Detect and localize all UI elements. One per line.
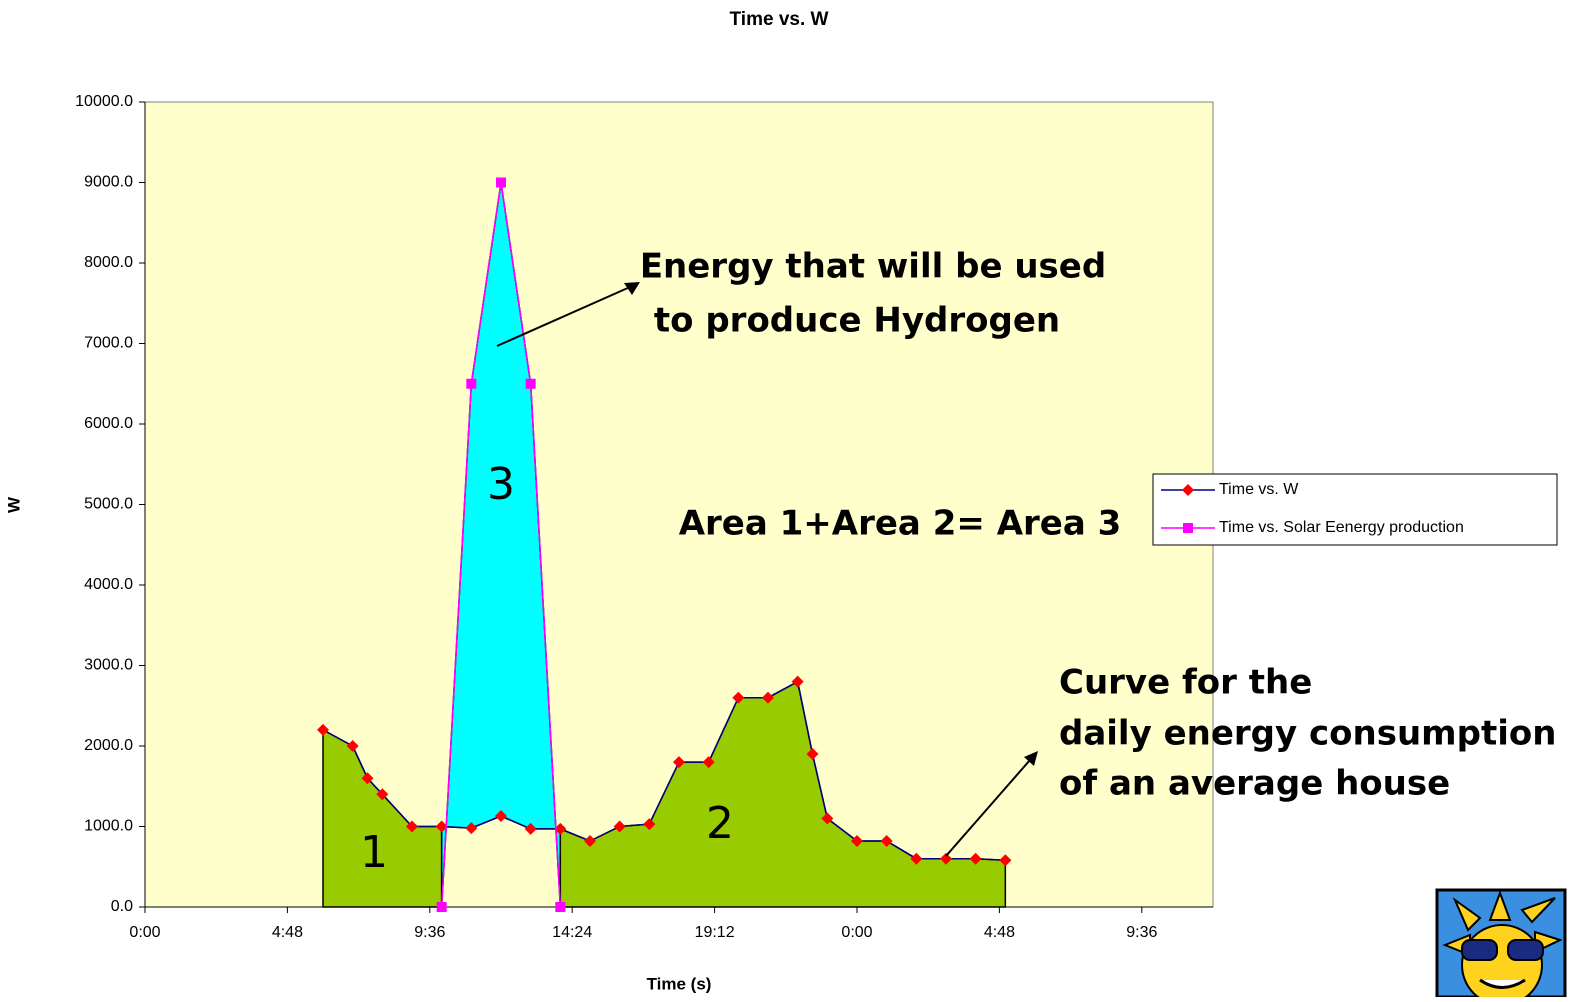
area-label: 2: [706, 798, 734, 849]
y-tick-label: 2000.0: [84, 737, 133, 754]
x-tick-label: 4:48: [984, 924, 1015, 941]
y-tick-label: 10000.0: [75, 93, 133, 110]
x-tick-label: 9:36: [1126, 924, 1157, 941]
y-tick-label: 1000.0: [84, 818, 133, 835]
marker: [555, 902, 565, 912]
annotation: to produce Hydrogen: [654, 301, 1060, 341]
x-tick-label: 4:48: [272, 924, 303, 941]
y-tick-label: 4000.0: [84, 576, 133, 593]
sun-icon: [1437, 890, 1565, 997]
y-tick-label: 7000.0: [84, 335, 133, 352]
annotation: of an average house: [1059, 764, 1450, 804]
legend-label: Time vs. Solar Eenergy production: [1219, 519, 1464, 536]
x-tick-label: 0:00: [841, 924, 872, 941]
x-tick-label: 0:00: [129, 924, 160, 941]
legend: Time vs. W Time vs. Solar Eenergy product…: [1153, 474, 1557, 545]
legend-marker: [1183, 523, 1193, 533]
legend-label: Time vs. W: [1219, 481, 1299, 498]
marker: [437, 902, 447, 912]
y-tick-label: 9000.0: [84, 174, 133, 191]
y-tick-label: 5000.0: [84, 496, 133, 513]
x-tick-label: 14:24: [552, 924, 592, 941]
x-tick-label: 19:12: [695, 924, 735, 941]
y-tick-label: 0.0: [111, 898, 133, 915]
annotation: Energy that will be used: [640, 247, 1106, 287]
y-tick-label: 3000.0: [84, 657, 133, 674]
y-axis-label: W: [4, 496, 23, 513]
area-label: 3: [487, 459, 515, 510]
y-tick-label: 8000.0: [84, 254, 133, 271]
marker: [466, 379, 476, 389]
annotation: daily energy consumption: [1059, 714, 1556, 754]
area-label: 1: [360, 827, 388, 878]
marker: [496, 178, 506, 188]
annotation: Area 1+Area 2= Area 3: [679, 504, 1122, 544]
annotation: Curve for the: [1059, 663, 1312, 703]
x-axis-label: Time (s): [647, 974, 712, 993]
x-tick-label: 9:36: [414, 924, 445, 941]
y-tick-label: 6000.0: [84, 415, 133, 432]
marker: [526, 379, 536, 389]
chart: Time vs. W Time (s) W 0.0 1000.0 2000.0 300…: [0, 0, 1571, 997]
chart-title: Time vs. W: [730, 9, 829, 30]
